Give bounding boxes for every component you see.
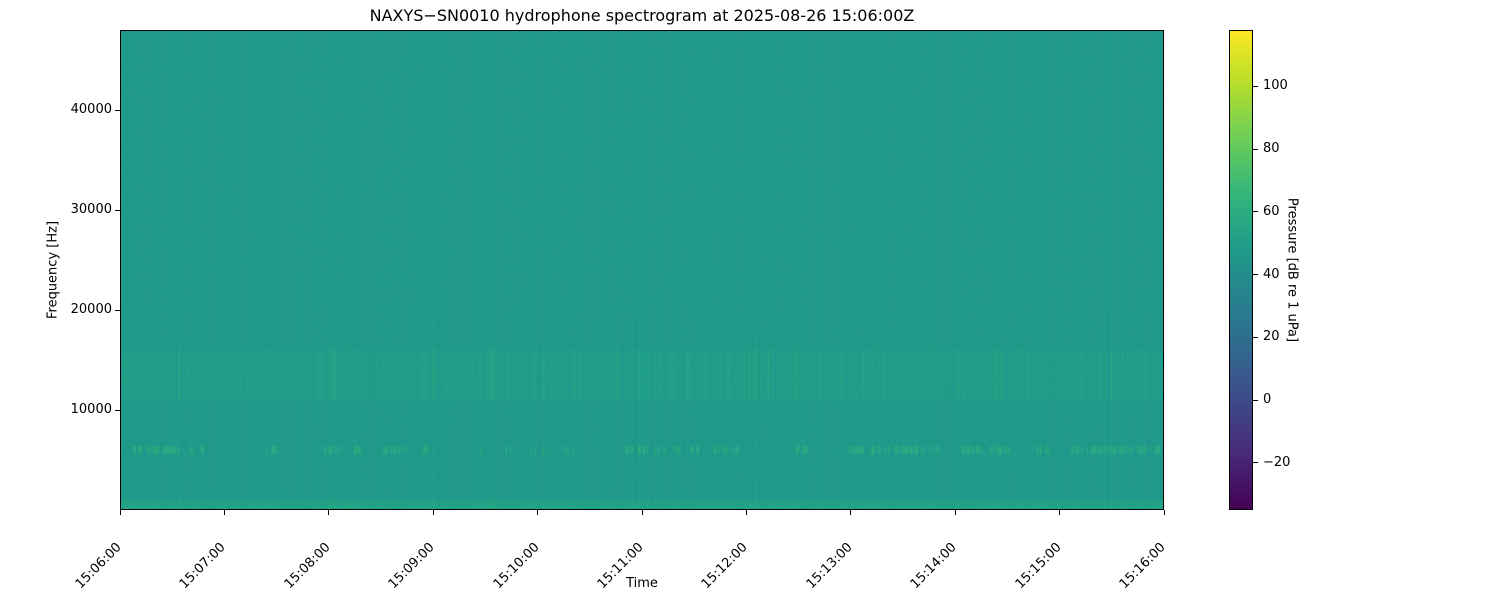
colorbar-label: Pressure [dB re 1 uPa] bbox=[1284, 197, 1300, 343]
x-tick-mark bbox=[1059, 510, 1061, 515]
colorbar-tick-mark bbox=[1253, 336, 1258, 338]
spectrogram-plot-area bbox=[120, 30, 1164, 510]
colorbar-tick-label: −20 bbox=[1263, 454, 1291, 470]
colorbar-tick-mark bbox=[1253, 85, 1258, 87]
x-axis-label: Time bbox=[626, 576, 658, 591]
x-tick-mark bbox=[537, 510, 539, 515]
colorbar-tick-mark bbox=[1253, 148, 1258, 150]
x-tick-mark bbox=[954, 510, 956, 515]
x-tick-mark bbox=[641, 510, 643, 515]
colorbar-tick-label: 20 bbox=[1263, 329, 1280, 345]
x-tick-label: 15:06:00 bbox=[72, 540, 125, 592]
y-axis-label: Frequency [Hz] bbox=[45, 220, 61, 320]
y-tick-label: 10000 bbox=[70, 402, 112, 417]
colorbar-tick-mark bbox=[1253, 274, 1258, 276]
colorbar-tick-label: 100 bbox=[1263, 78, 1288, 94]
x-tick-mark bbox=[223, 510, 225, 515]
x-tick-mark bbox=[119, 510, 121, 515]
x-tick-mark bbox=[328, 510, 330, 515]
x-tick-mark bbox=[745, 510, 747, 515]
colorbar-tick-label: 60 bbox=[1263, 203, 1280, 219]
y-tick-mark bbox=[115, 309, 120, 311]
chart-title: NAXYS−SN0010 hydrophone spectrogram at 2… bbox=[369, 6, 915, 25]
x-tick-mark bbox=[850, 510, 852, 515]
x-tick-mark bbox=[1163, 510, 1165, 515]
x-tick-mark bbox=[432, 510, 434, 515]
y-tick-label: 20000 bbox=[70, 302, 112, 317]
y-tick-mark bbox=[115, 409, 120, 411]
colorbar-tick-mark bbox=[1253, 399, 1258, 401]
y-tick-label: 30000 bbox=[70, 202, 112, 217]
colorbar-tick-mark bbox=[1253, 462, 1258, 464]
colorbar-tick-label: 80 bbox=[1263, 141, 1280, 157]
spectrogram-heatmap bbox=[121, 31, 1163, 509]
y-tick-mark bbox=[115, 109, 120, 111]
y-tick-label: 40000 bbox=[70, 102, 112, 117]
y-tick-mark bbox=[115, 209, 120, 211]
colorbar-tick-label: 0 bbox=[1263, 392, 1272, 408]
colorbar-tick-label: 40 bbox=[1263, 266, 1280, 282]
colorbar bbox=[1229, 30, 1253, 510]
colorbar-tick-mark bbox=[1253, 211, 1258, 213]
